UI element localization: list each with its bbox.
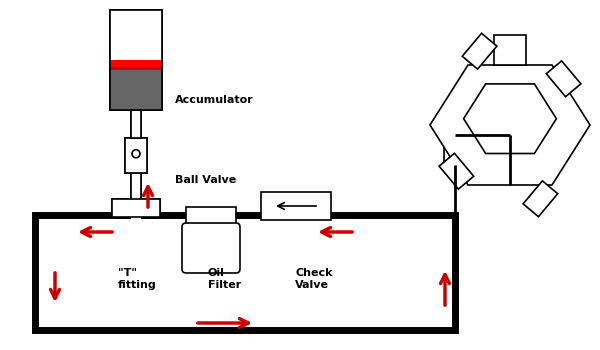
Bar (131, 173, 141, 201)
Text: Accumulator: Accumulator (175, 95, 254, 105)
Bar (186, 207, 236, 227)
Bar (110, 10, 162, 60)
Bar (110, 70, 162, 110)
Bar (261, 192, 331, 220)
Text: Oil
Filter: Oil Filter (208, 268, 241, 289)
Bar (494, 35, 526, 65)
Bar (444, 135, 466, 165)
Bar (110, 10, 162, 110)
Bar (110, 60, 162, 67)
Bar (110, 60, 162, 67)
Text: Check
Valve: Check Valve (295, 268, 332, 289)
Bar (110, 67, 162, 70)
Bar (439, 153, 474, 189)
Text: Ball Valve: Ball Valve (175, 175, 236, 185)
Bar (131, 110, 141, 138)
Bar (131, 173, 141, 201)
Bar (112, 199, 160, 217)
Bar (131, 110, 141, 138)
Bar (110, 10, 162, 110)
Bar (462, 33, 497, 69)
Bar (125, 138, 147, 173)
Bar (112, 199, 160, 217)
Polygon shape (464, 84, 556, 154)
Bar (110, 10, 162, 60)
Bar (131, 173, 141, 223)
Text: "T"
fitting: "T" fitting (118, 268, 157, 289)
Bar (110, 70, 162, 110)
Bar (125, 138, 147, 173)
FancyBboxPatch shape (182, 223, 240, 273)
Bar (546, 61, 581, 97)
Bar (110, 10, 162, 110)
Bar (35, 215, 455, 330)
Bar (125, 138, 147, 223)
Polygon shape (430, 65, 590, 185)
Bar (523, 181, 558, 217)
Bar (110, 67, 162, 70)
